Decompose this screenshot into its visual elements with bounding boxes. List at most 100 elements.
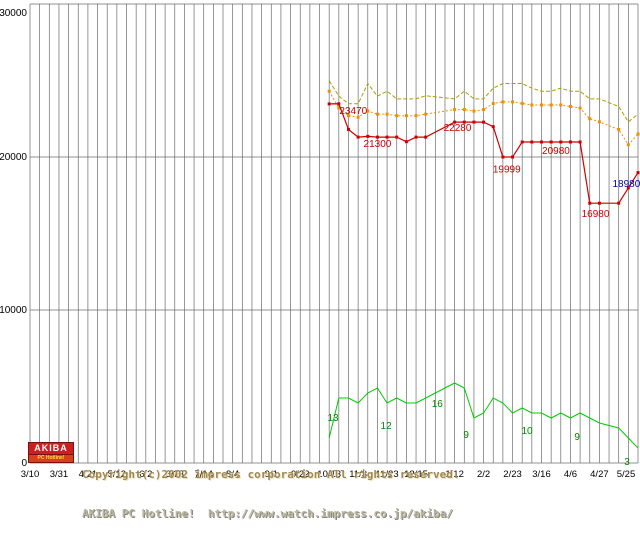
data-point-marker xyxy=(453,108,457,112)
data-point-marker xyxy=(511,100,515,104)
x-tick-label: 4/27 xyxy=(590,469,609,480)
data-point-marker xyxy=(395,135,399,139)
data-point-marker xyxy=(626,143,630,147)
value-labels: 23470 21300 22280 19999 20980 16980 18980 13 12 1… xyxy=(327,106,640,468)
data-point-marker xyxy=(501,155,505,159)
data-point-marker xyxy=(568,140,572,144)
data-point-marker xyxy=(597,201,601,205)
data-point-marker xyxy=(404,140,408,144)
data-point-marker xyxy=(472,109,476,113)
data-point-marker xyxy=(578,106,582,110)
x-tick-label: 6/2 xyxy=(139,469,152,480)
value-label: 9 xyxy=(574,432,580,443)
x-tick-label: 5/12 xyxy=(108,469,127,480)
value-label: 10 xyxy=(521,426,533,437)
value-label: 18980 xyxy=(613,179,640,190)
x-tick-label: 4/21 xyxy=(79,469,98,480)
x-tick-label: 1/12 xyxy=(445,469,464,480)
y-axis-labels: 0 10000 20000 30000 xyxy=(0,8,27,469)
data-point-marker xyxy=(356,135,360,139)
copyright-block: Copyright(c)2002 impress corporation All… xyxy=(82,442,460,546)
data-point-marker xyxy=(424,135,428,139)
y-tick-label: 20000 xyxy=(0,152,27,163)
y-tick-label: 10000 xyxy=(0,305,27,316)
data-point-marker xyxy=(414,135,418,139)
x-tick-label: 4/6 xyxy=(564,469,577,480)
data-point-marker xyxy=(375,135,379,139)
data-point-marker xyxy=(588,117,592,121)
data-point-marker xyxy=(472,120,476,124)
data-point-marker xyxy=(462,120,466,124)
data-point-marker xyxy=(578,140,582,144)
x-tick-label: 2/2 xyxy=(477,469,490,480)
data-point-marker xyxy=(327,89,331,93)
y-tick-label: 0 xyxy=(21,458,27,469)
data-point-marker xyxy=(337,106,341,110)
data-point-marker xyxy=(511,155,515,159)
x-axis-labels: 3/10 3/31 4/21 5/12 6/2 6/23 7/14 8/4 9/1 9/22 10/… xyxy=(21,469,636,480)
data-point-marker xyxy=(530,103,534,107)
x-tick-label: 9/22 xyxy=(291,469,310,480)
x-tick-label: 3/10 xyxy=(21,469,40,480)
price-chart-svg: 0 10000 20000 30000 3/10 3/31 4/21 5/12 6/2 6/23 7… xyxy=(0,3,640,480)
data-point-marker xyxy=(636,171,640,175)
akiba-logo-title: AKIBA xyxy=(28,442,74,455)
data-point-marker xyxy=(462,108,466,112)
data-point-marker xyxy=(617,127,621,131)
x-tick-label: 3/31 xyxy=(50,469,69,480)
data-point-marker xyxy=(559,140,563,144)
data-point-marker xyxy=(385,135,389,139)
y-tick-label: 30000 xyxy=(0,8,27,19)
data-point-marker xyxy=(482,120,486,124)
x-tick-label: 8/4 xyxy=(226,469,239,480)
value-label: 16980 xyxy=(582,209,610,220)
value-label: 20980 xyxy=(542,146,570,157)
data-point-marker xyxy=(375,112,379,116)
data-point-marker xyxy=(530,140,534,144)
data-point-marker xyxy=(549,103,553,107)
data-point-marker xyxy=(626,186,630,190)
data-point-marker xyxy=(424,112,428,116)
x-tick-label: 9/1 xyxy=(265,469,278,480)
x-tick-label: 2/23 xyxy=(503,469,522,480)
data-point-marker xyxy=(568,105,572,109)
series-highest_price xyxy=(328,80,639,123)
data-point-marker xyxy=(491,101,495,105)
series-lowest_price xyxy=(327,102,640,205)
value-label: 19999 xyxy=(493,164,521,175)
value-label: 22280 xyxy=(444,123,472,134)
data-point-marker xyxy=(520,140,524,144)
x-tick-label: 10/13 xyxy=(317,469,341,480)
price-trend-chart: 0 10000 20000 30000 3/10 3/31 4/21 5/12 6/2 6/23 7… xyxy=(0,3,640,520)
series-average_price xyxy=(327,89,640,147)
data-point-marker xyxy=(491,125,495,129)
data-point-marker xyxy=(385,112,389,116)
data-point-marker xyxy=(501,100,505,104)
x-tick-label: 11/3 xyxy=(349,469,367,480)
data-point-marker xyxy=(327,102,331,106)
value-label: 21300 xyxy=(364,139,392,150)
data-point-marker xyxy=(559,103,563,107)
value-label: 12 xyxy=(381,421,393,432)
grid-lines xyxy=(29,3,639,464)
data-point-marker xyxy=(366,109,370,113)
x-tick-label: 7/14 xyxy=(194,469,213,480)
x-tick-label: 3/16 xyxy=(532,469,551,480)
value-label: 16 xyxy=(432,399,444,410)
data-point-marker xyxy=(337,102,341,106)
data-point-marker xyxy=(482,108,486,112)
x-tick-label: 11/23 xyxy=(376,469,399,480)
data-point-marker xyxy=(588,201,592,205)
data-point-marker xyxy=(617,201,621,205)
x-tick-label: 12/15 xyxy=(404,469,428,480)
site-url-text: AKIBA PC Hotline! http://www.watch.impre… xyxy=(82,507,453,520)
data-point-marker xyxy=(346,127,350,131)
data-point-marker xyxy=(539,103,543,107)
data-point-marker xyxy=(366,134,370,138)
akiba-logo-subtitle: PC Hotline! xyxy=(28,455,74,463)
akiba-logo: AKIBA PC Hotline! xyxy=(28,442,74,463)
data-point-marker xyxy=(453,120,457,124)
data-point-marker xyxy=(395,114,399,118)
copyright-text: Copyright(c)2002 impress corporation All… xyxy=(82,468,460,481)
value-label: 9 xyxy=(463,430,469,441)
